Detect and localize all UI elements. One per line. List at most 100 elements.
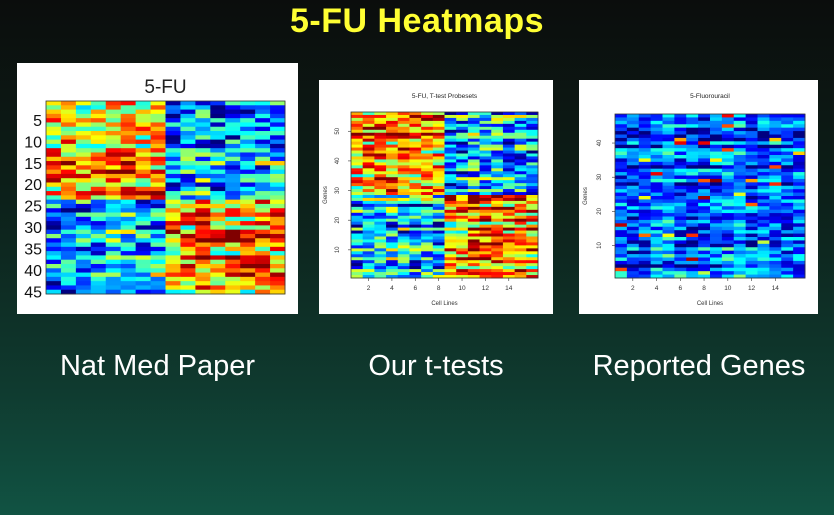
heatmap-cell — [210, 285, 226, 291]
heatmap-cell — [255, 276, 271, 282]
heatmap-cell — [745, 161, 758, 166]
heatmap-cell — [502, 221, 516, 226]
heatmap-cell — [225, 251, 241, 256]
heatmap-cell — [374, 212, 387, 217]
heatmap-cell — [526, 126, 539, 131]
heatmap-cell — [710, 192, 723, 197]
heatmap-cell — [120, 178, 137, 183]
heatmap-cell — [351, 227, 364, 231]
heatmap-cell — [781, 226, 794, 231]
heatmap-cell — [270, 135, 286, 140]
heatmap-cell — [421, 153, 434, 157]
heatmap-cell — [456, 126, 469, 131]
heatmap-cell — [674, 151, 687, 156]
heatmap-cell — [421, 132, 434, 137]
heatmap-cell — [105, 148, 122, 153]
heatmap-cell — [757, 189, 770, 193]
heatmap-cell — [526, 150, 539, 154]
y-tick-label: 15 — [24, 156, 42, 173]
heatmap-cell — [710, 213, 723, 217]
heatmap-cell — [75, 126, 92, 132]
heatmap-cell — [638, 155, 652, 159]
heatmap-cell — [210, 169, 226, 175]
heatmap-cell — [351, 117, 364, 122]
heatmap-cell — [270, 186, 286, 192]
heatmap-cell — [745, 274, 758, 279]
heatmap-cell — [769, 257, 782, 262]
heatmap-cell — [502, 129, 516, 134]
heatmap-cell — [421, 206, 434, 211]
heatmap-cell — [432, 189, 445, 193]
heatmap-cell — [745, 117, 758, 122]
heatmap-cell — [46, 105, 62, 110]
heatmap-cell — [721, 271, 735, 275]
heatmap-cell — [698, 114, 711, 118]
heatmap-cell — [745, 131, 758, 135]
heatmap-cell — [135, 216, 151, 222]
heatmap-cell — [270, 173, 286, 179]
heatmap-cell — [270, 139, 286, 145]
heatmap-cell — [467, 126, 480, 131]
heatmap-cell — [120, 233, 137, 239]
heatmap-cell — [421, 174, 434, 178]
heatmap-cell — [225, 199, 241, 205]
heatmap-cell — [180, 216, 196, 222]
heatmap-cell — [615, 141, 628, 146]
heatmap-cell — [120, 148, 137, 153]
heatmap-cell — [479, 239, 492, 243]
heatmap-cell — [386, 112, 399, 116]
heatmap-cell — [409, 159, 422, 163]
heatmap-cell — [432, 195, 445, 199]
heatmap-cell — [698, 127, 711, 132]
heatmap-cell — [721, 155, 735, 159]
heatmap-cell — [432, 117, 445, 122]
heatmap-cell — [793, 165, 806, 170]
heatmap-cell — [757, 233, 770, 238]
heatmap-cell — [698, 168, 711, 173]
heatmap-cell — [456, 227, 469, 231]
heatmap-cell — [90, 263, 107, 269]
heatmap-cell — [467, 272, 480, 276]
heatmap-cell — [721, 168, 735, 173]
heatmap-cell — [409, 233, 422, 237]
heatmap-cell — [781, 124, 794, 129]
heatmap-cell — [90, 122, 107, 128]
heatmap-cell — [165, 178, 181, 183]
heatmap-cell — [757, 267, 770, 272]
x-tick-label: 6 — [413, 285, 417, 292]
heatmap-cell — [467, 248, 480, 252]
heatmap-cell — [444, 186, 457, 190]
heatmap-cell — [135, 238, 151, 243]
heatmap-cell — [745, 168, 758, 173]
heatmap-cell — [502, 209, 516, 214]
heatmap-cell — [432, 209, 445, 214]
heatmap-cell — [745, 165, 758, 170]
heatmap-cell — [650, 151, 663, 156]
heatmap-cell — [120, 186, 137, 192]
heatmap-cell — [362, 263, 375, 267]
heatmap-cell — [120, 135, 137, 140]
heatmap-cell — [90, 212, 107, 218]
heatmap-cell — [456, 251, 469, 255]
heatmap-cell — [60, 178, 77, 183]
heatmap-cell — [721, 264, 735, 269]
heatmap-cell — [120, 289, 137, 295]
heatmap-cell — [362, 117, 375, 122]
heatmap-cell — [502, 218, 516, 223]
heatmap-cell — [386, 272, 399, 276]
heatmap-cell — [456, 180, 469, 184]
heatmap-cell — [75, 169, 92, 175]
heatmap-cell — [409, 192, 422, 196]
heatmap-cell — [180, 268, 196, 273]
heatmap-cell — [479, 117, 492, 122]
heatmap-cell — [456, 236, 469, 240]
heatmap-cell — [255, 263, 271, 269]
heatmap-cell — [514, 251, 527, 255]
heatmap-cell — [397, 209, 410, 214]
heatmap-cell — [757, 216, 770, 221]
heatmap-cell — [374, 230, 387, 234]
heatmap-cell — [491, 218, 504, 223]
heatmap-cell — [662, 192, 675, 197]
heatmap-cell — [120, 263, 137, 269]
heatmap-cell — [502, 138, 516, 143]
